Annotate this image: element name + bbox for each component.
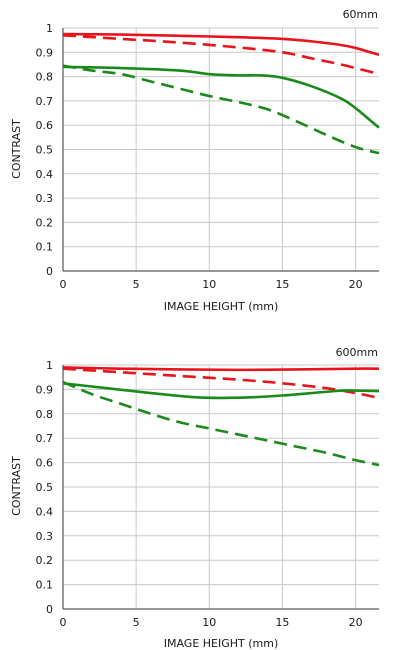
y-tick-label: 0.5 — [36, 144, 54, 157]
focal-length-label: 600mm — [336, 346, 378, 359]
y-tick-label: 1 — [46, 22, 53, 35]
mtf-chart-600mm: 600mm CONTRAST IMAGE HEIGHT (mm) 0 0.1 0.2… — [10, 346, 380, 650]
y-tick-label: 0.3 — [36, 192, 54, 205]
focal-length-label: 60mm — [343, 8, 378, 21]
y-tick-label: 0.8 — [36, 408, 54, 421]
x-axis-title: IMAGE HEIGHT (mm) — [164, 637, 279, 650]
y-tick-label: 0.2 — [36, 216, 54, 229]
x-tick-label: 15 — [275, 616, 289, 629]
series-line-green-solid — [62, 65, 380, 129]
x-tick-label: 0 — [60, 616, 67, 629]
x-tick-label: 20 — [349, 278, 363, 291]
series-line-red-solid — [62, 32, 380, 56]
y-tick-label: 0.8 — [36, 71, 54, 84]
series-line-red-solid — [62, 366, 380, 372]
x-axis-title: IMAGE HEIGHT (mm) — [164, 300, 279, 313]
y-tick-label: 0.1 — [36, 579, 54, 592]
mtf-chart-60mm: 60mm CONTRAST IMAGE HEIGHT (mm) 0 0.1 0.2 0… — [10, 8, 380, 313]
y-tick-label: 1 — [46, 359, 53, 372]
y-tick-label: 0.3 — [36, 530, 54, 543]
series-line-red-dashed — [62, 367, 380, 400]
y-tick-label: 0.1 — [36, 241, 54, 254]
y-tick-label: 0.9 — [36, 46, 54, 59]
x-tick-label: 10 — [202, 278, 216, 291]
series-line-red-dashed — [62, 33, 380, 76]
y-tick-label: 0.4 — [36, 168, 54, 181]
x-tick-label: 5 — [133, 278, 140, 291]
y-tick-label: 0.7 — [36, 95, 54, 108]
x-tick-label: 20 — [349, 616, 363, 629]
y-axis-title: CONTRAST — [10, 456, 23, 516]
y-tick-label: 0.2 — [36, 554, 54, 567]
x-tick-label: 10 — [202, 616, 216, 629]
y-axis-title: CONTRAST — [10, 119, 23, 179]
grid — [62, 27, 379, 272]
series-line-green-dashed — [62, 64, 380, 155]
x-tick-label: 5 — [133, 616, 140, 629]
y-tick-label: 0.6 — [36, 119, 54, 132]
y-tick-label: 0.4 — [36, 505, 54, 518]
x-tick-label: 15 — [275, 278, 289, 291]
x-tick-label: 0 — [60, 278, 67, 291]
series-line-green-solid — [62, 382, 380, 400]
y-tick-label: 0.5 — [36, 481, 54, 494]
y-tick-label: 0 — [46, 265, 53, 278]
y-tick-label: 0.7 — [36, 432, 54, 445]
y-tick-label: 0.6 — [36, 457, 54, 470]
series-line-green-dashed — [62, 380, 380, 467]
y-tick-label: 0 — [46, 603, 53, 616]
y-tick-label: 0.9 — [36, 383, 54, 396]
